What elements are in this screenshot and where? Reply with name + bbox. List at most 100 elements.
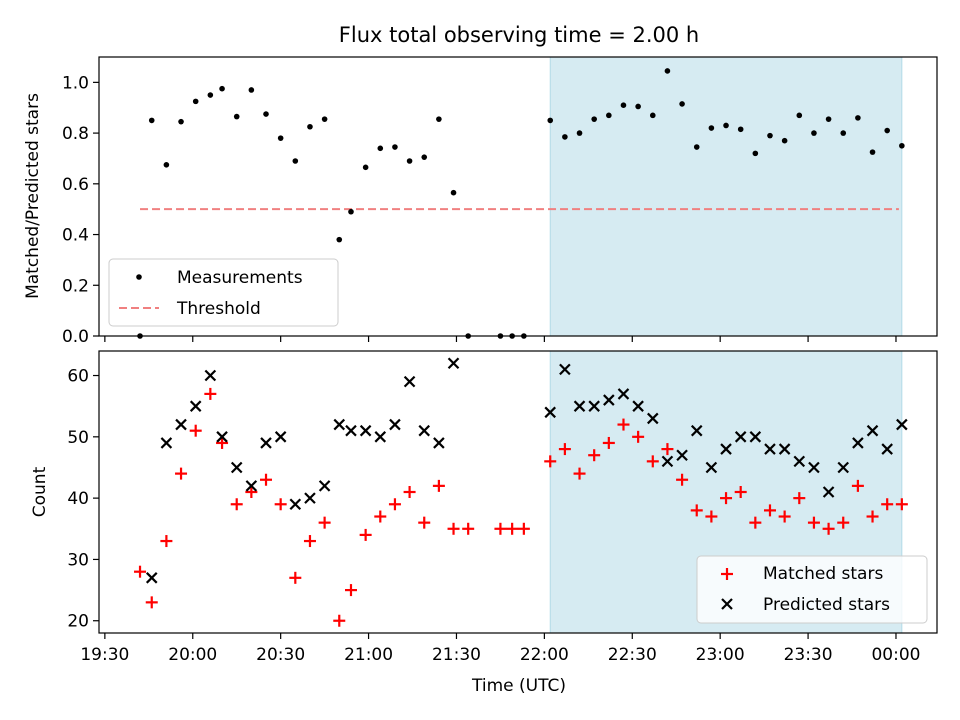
predicted-star-stroke-b [617,388,630,400]
y-tick-label: 0.2 [62,276,89,296]
predicted-star-point [881,443,893,455]
matched-star-point [517,522,530,535]
matched-star-point [216,436,229,449]
predicted-star-point [345,424,357,437]
predicted-star-point [245,480,258,492]
matched-star-point [793,492,806,505]
matched-star-point [462,522,475,535]
measurement-point [233,113,240,120]
measurement-point [796,112,803,119]
matched-star-point [447,522,460,535]
matched-star-point [851,479,864,492]
measurement-point [591,116,597,122]
measurement-point [664,68,671,74]
measurement-point [855,115,861,121]
y-tick-label: 0.8 [62,124,89,144]
matched-star-point [837,516,850,529]
y-tick-label: 50 [67,428,89,448]
matched-star-point [763,504,776,517]
chart-title: Flux total observing time = 2.00 h [339,23,699,47]
measurement-point [723,122,729,129]
predicted-star-point [374,431,387,443]
measurements-legend-marker [136,274,142,280]
predicted-star-point [734,431,747,443]
matched-star-point [676,473,689,486]
predicted-star-point [822,486,835,498]
matched-star-point [175,467,188,480]
predicted-star-point [389,418,401,431]
predicted-star-stroke-b [175,418,187,431]
measurement-point [752,150,759,157]
matched-star-point [359,528,372,541]
matched-star-point [245,486,258,498]
matched-star-point [632,430,645,443]
matched-star-point [344,584,357,597]
measurement-point [178,118,184,125]
measurement-point [263,111,269,117]
predicted-star-stroke-b [808,461,820,474]
measurements-legend-label: Measurements [177,268,303,288]
predicted-star-stroke-b [822,486,835,498]
matched-star-point [734,486,747,498]
y-tick-label: 40 [67,489,89,509]
y-tick-label: 60 [67,367,89,387]
matched-star-point [617,418,630,431]
count-legend-box [696,555,928,624]
matched-star-point [602,436,615,449]
measurement-point [421,154,428,160]
matched-star-point [388,498,401,511]
matched-star-point [822,522,835,535]
measurement-point [635,103,641,110]
matched-star-point [661,443,674,456]
predicted-star-stroke-b [260,437,272,449]
measurement-point [192,98,199,105]
predicted-star-stroke-b [359,424,372,437]
predicted-star-point [676,449,688,461]
predicted-star-stroke-b [544,406,557,419]
matched-star-point [303,535,316,548]
measurement-point [781,137,788,144]
y-tick-label: 20 [67,612,89,632]
y-tick-label: 30 [67,550,89,570]
y-tick-label: 1.0 [62,73,89,93]
x-tick-label: 23:00 [696,645,745,665]
matched-star-point [646,455,659,468]
x-tick-label: 23:30 [784,645,833,665]
predicted-star-stroke-b [690,424,703,437]
matched-star-point [705,510,718,523]
predicted-star-point [289,498,302,511]
predicted-star-point [230,461,243,474]
matched-star-point [573,467,586,480]
predicted-star-stroke-b [433,437,445,449]
predicted-star-stroke-b [603,394,615,406]
predicted-star-point [544,406,557,419]
ratio-panel: 0.0 0.2 0.4 0.6 0.8 1.0 Matched/Predicted sta… [23,56,938,347]
matched-star-point [778,510,791,523]
predicted-star-point [764,443,776,455]
predicted-star-point [304,492,316,504]
matched-star-point [230,498,243,511]
measurement-point [248,87,255,93]
x-tick-label: 20:00 [168,645,217,665]
y-tick-label: 0.0 [62,327,89,347]
predicted-star-stroke-b [345,424,357,437]
measurement-point [620,102,627,108]
matched-star-point [558,443,571,456]
predicted-star-point [403,375,416,388]
predicted-star-point [778,443,791,455]
x-tick-label: 19:30 [80,645,129,665]
measurement-point [207,92,214,98]
matched-star-point [720,492,733,505]
threshold-legend-label: Threshold [176,299,261,319]
predicted-star-point [808,461,820,474]
predicted-star-point [433,437,445,449]
ratio-panel-frame [98,56,938,337]
predicted-star-point [447,357,460,370]
predicted-star-point [260,437,272,449]
measurement-point [307,123,313,130]
matched-star-point [204,387,217,400]
count-panel-axis-ticks: 20 30 40 50 60 19:30 20:00 20:30 21:00 21:30 22:00… [67,367,920,665]
predicted-star-point [720,443,732,455]
predicted-star-point [559,363,571,376]
